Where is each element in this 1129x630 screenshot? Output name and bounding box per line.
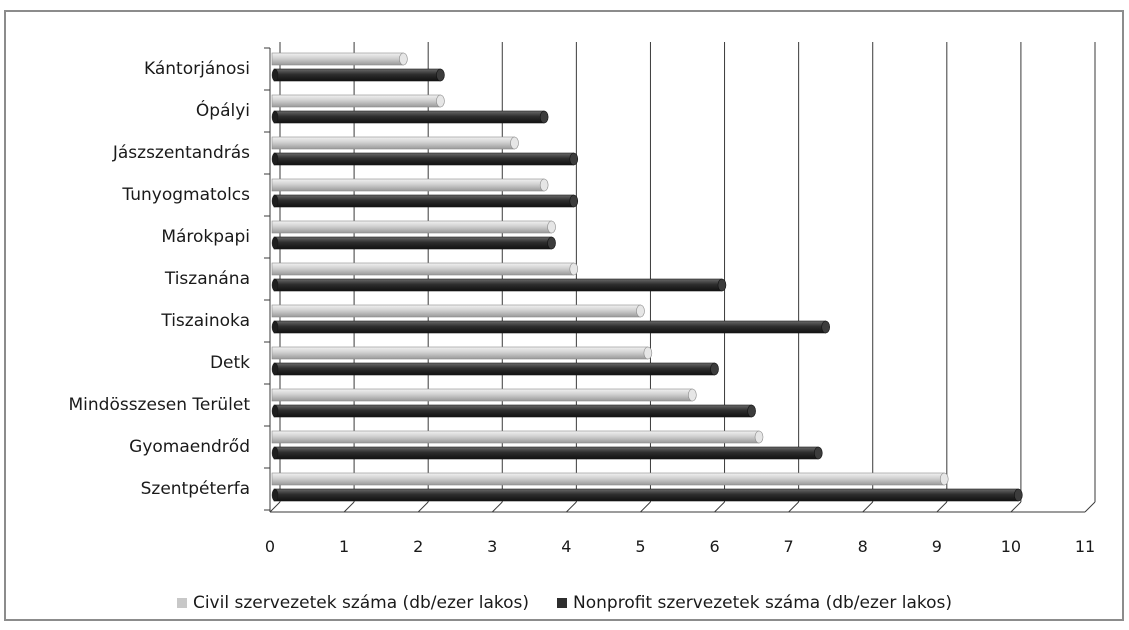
x-tick-label: 8 [858,537,868,556]
bar-civil [271,388,693,402]
bar-cap-nonprofit [710,362,719,376]
bar-nonprofit [273,488,1019,502]
x-tick-label: 4 [561,537,571,556]
category-label: Kántorjánosi [144,59,250,79]
bar-cap-nonprofit [747,404,756,418]
bar-cap-civil [643,346,653,360]
x-tick-label: 0 [265,537,275,556]
bar-base-nonprofit [271,236,279,250]
bar-nonprofit [273,446,819,460]
x-tick-label: 6 [709,537,719,556]
bar-base-nonprofit [271,488,279,502]
bar-base-nonprofit [271,194,279,208]
category-label: Jászszentandrás [112,143,250,163]
gridline-floor [640,501,651,513]
bar-cap-civil [939,472,949,486]
bar-nonprofit [273,68,441,82]
x-tick-label: 1 [339,537,349,556]
bar-civil [271,178,545,192]
legend-swatch-nonprofit [557,598,568,608]
legend: Civil szervezetek száma (db/ezer lakos) … [0,590,1129,616]
category-label: Márokpapi [161,227,250,247]
legend-item-civil: Civil szervezetek száma (db/ezer lakos) [176,593,530,613]
gridline-floor [269,501,281,513]
bar-cap-civil [547,220,556,234]
gridline-floor [936,501,948,513]
bar-nonprofit [273,236,552,250]
gridline-floor [417,501,429,513]
bar-cap-nonprofit [813,446,823,460]
gridline-floor [491,501,503,513]
bar-cap-nonprofit [569,152,579,166]
gridline-floor [566,501,577,513]
bar-civil [271,220,552,234]
bar-cap-nonprofit [436,68,445,82]
category-label: Szentpéterfa [141,479,250,499]
x-tick-label: 9 [932,537,942,556]
gridline-floor [788,501,799,513]
bar-cap-civil [510,136,519,150]
bar-base-nonprofit [271,362,279,376]
bar-civil [271,430,760,444]
bar-cap-civil [569,262,579,276]
category-label: Tiszanána [164,269,250,289]
bar-nonprofit [273,320,826,334]
bar-cap-nonprofit [717,278,727,292]
x-tick-label: 7 [784,537,794,556]
bar-cap-civil [399,52,408,66]
legend-label-civil: Civil szervezetek száma (db/ezer lakos) [192,593,530,613]
gridline-floor [343,501,355,513]
gridline-floor [862,501,874,513]
bar-base-nonprofit [271,320,279,334]
bar-base-nonprofit [271,404,279,418]
bar-nonprofit [273,278,723,292]
bar-cap-civil [688,388,697,402]
bar-nonprofit [273,194,575,208]
bar-base-nonprofit [271,110,279,124]
x-tick-label: 2 [413,537,423,556]
x-tick-label: 5 [635,537,645,556]
bar-cap-nonprofit [539,110,549,124]
bar-base-nonprofit [271,278,279,292]
category-label: Mindösszesen Terület [68,395,250,415]
bar-cap-civil [636,304,645,318]
x-tick-label: 3 [487,537,497,556]
bar-civil [271,346,649,360]
bar-base-nonprofit [271,68,279,82]
category-label: Tiszainoka [160,311,250,331]
legend-swatch-civil [176,598,187,608]
category-label: Ópályi [196,99,250,121]
bar-nonprofit [273,404,752,418]
category-label: Detk [210,353,250,373]
bar-civil [271,304,641,318]
bar-nonprofit [273,362,715,376]
x-tick-label: 10 [1001,537,1021,556]
gridline-floor [714,501,725,513]
bar-cap-nonprofit [821,320,830,334]
x-tick-label: 11 [1075,537,1095,556]
bar-cap-civil [539,178,549,192]
gridline-floor [1010,501,1022,513]
bar-base-nonprofit [271,446,279,460]
bar-nonprofit [273,110,545,124]
bar-cap-civil [436,94,445,108]
bar-cap-nonprofit [547,236,556,250]
bar-civil [271,94,441,108]
bar-civil [271,136,515,150]
category-label: Gyomaendrőd [129,437,250,457]
bar-cap-nonprofit [1014,488,1023,502]
bar-nonprofit [273,152,575,166]
bar-civil [271,472,945,486]
bar-cap-civil [754,430,764,444]
legend-label-nonprofit: Nonprofit szervezetek száma (db/ezer lak… [573,593,953,613]
bar-base-nonprofit [271,152,279,166]
bar-civil [271,52,404,66]
category-label: Tunyogmatolcs [121,185,250,205]
bar-cap-nonprofit [569,194,579,208]
bar-civil [271,262,575,276]
gridline-floor [1084,501,1096,513]
legend-item-nonprofit: Nonprofit szervezetek száma (db/ezer lak… [557,593,952,613]
